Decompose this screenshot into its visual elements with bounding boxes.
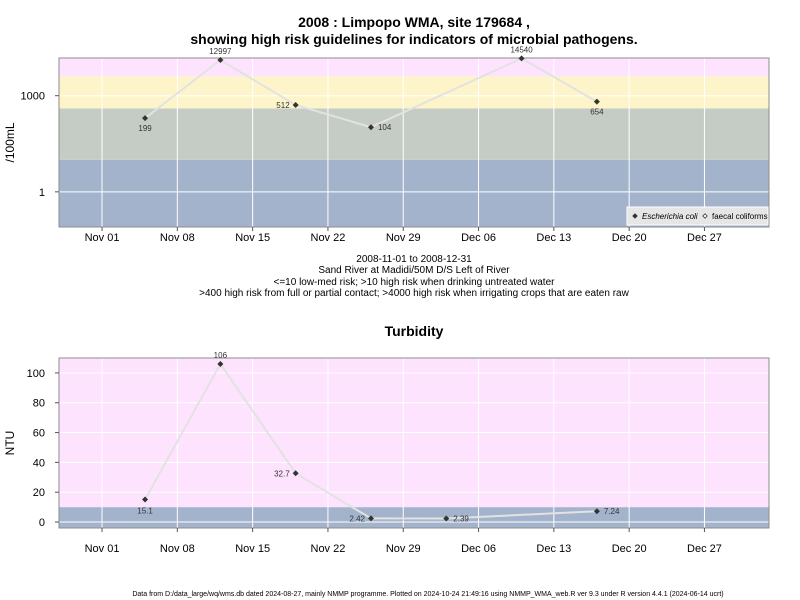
risk-band-3 [59, 58, 769, 77]
x-tick-label: Dec 06 [461, 543, 496, 555]
y-tick-label: 80 [33, 398, 45, 410]
x-tick-label: Nov 01 [85, 232, 120, 244]
caption-line-drinking-risk: <=10 low-med risk; >10 high risk when dr… [274, 277, 556, 288]
data-label: 104 [378, 123, 392, 132]
x-tick-label: Nov 29 [386, 543, 421, 555]
risk-band-1 [59, 108, 769, 160]
series-line-0 [144, 362, 597, 520]
data-label: 14540 [510, 45, 533, 54]
series-line-0 [144, 57, 598, 129]
data-label: 7.24 [604, 507, 620, 516]
plot-frame [58, 357, 770, 529]
data-label: 12997 [209, 47, 232, 56]
turbidity-chart-panel: Nov 01 Nov 08 Nov 15 Nov 22 Nov 29 Dec 06 Dec … [3, 351, 770, 555]
chart-title-line2: showing high risk guidelines for indicat… [190, 31, 637, 47]
x-tick-label: Dec 20 [612, 232, 647, 244]
data-point [142, 496, 149, 503]
legend-box [626, 206, 769, 226]
chart-legend: Escherichia coli faecal coliforms [626, 206, 769, 226]
plot-frame [58, 57, 770, 228]
y-tick-label: 40 [33, 457, 45, 469]
data-point [367, 515, 374, 522]
x-tick-label: Nov 01 [85, 543, 120, 555]
turbidity-chart-title: Turbidity [385, 323, 444, 339]
data-point [217, 360, 224, 367]
data-point [443, 515, 450, 522]
legend-filled-diamond-icon [632, 213, 638, 219]
x-tick-label: Nov 15 [235, 232, 270, 244]
x-tick-label: Dec 06 [461, 232, 496, 244]
caption-line-site: Sand River at Madidi/50M D/S Left of Riv… [318, 265, 510, 276]
data-label: 2.39 [453, 514, 469, 523]
y-tick-label: 60 [33, 428, 45, 440]
x-tick-label: Dec 13 [536, 543, 571, 555]
x-tick-label: Nov 08 [160, 543, 195, 555]
data-label: 15.1 [137, 507, 153, 516]
caption-line-contact-risk: >400 high risk from full or partial cont… [199, 288, 629, 299]
x-tick-label: Dec 13 [536, 232, 571, 244]
legend-label: faecal coliforms [712, 212, 768, 221]
data-label: 654 [590, 108, 604, 117]
x-tick-label: Nov 15 [235, 543, 270, 555]
x-tick-label: Dec 20 [612, 543, 647, 555]
x-tick-label: Dec 27 [687, 232, 722, 244]
data-label: 512 [276, 101, 290, 110]
x-tick-label: Nov 22 [311, 232, 346, 244]
data-label: 32.7 [274, 469, 290, 478]
x-tick-label: Dec 27 [687, 543, 722, 555]
data-label: 106 [214, 351, 228, 360]
footer-note: Data from D:/data_large/wq/wms.db dated … [132, 591, 723, 598]
data-label: 2.42 [349, 514, 365, 523]
data-point [292, 470, 299, 477]
legend-label: Escherichia coli [642, 212, 698, 221]
y-axis-title: /100mL [3, 122, 17, 162]
x-tick-label: Nov 29 [386, 232, 421, 244]
data-point [593, 98, 600, 105]
y-tick-label: 0 [39, 517, 45, 529]
y-axis-title: NTU [3, 431, 17, 456]
data-point [367, 124, 374, 131]
y-tick-label: 100 [27, 368, 45, 380]
x-tick-label: Nov 08 [160, 232, 195, 244]
data-point [518, 55, 525, 62]
y-tick-label: 20 [33, 487, 45, 499]
data-point [292, 102, 299, 109]
x-tick-label: Nov 22 [311, 543, 346, 555]
legend-open-diamond-icon [702, 213, 708, 219]
data-point [593, 508, 600, 515]
y-tick-label: 1000 [21, 91, 45, 103]
y-tick-label: 1 [39, 187, 45, 199]
data-label: 199 [138, 124, 152, 133]
ecoli-chart-panel: Nov 01 Nov 08 Nov 15 Nov 22 Nov 29 Dec 06 Dec … [3, 45, 770, 244]
data-point [142, 115, 149, 122]
caption-line-date-range: 2008-11-01 to 2008-12-31 [356, 254, 472, 265]
risk-band-2 [59, 76, 769, 109]
data-point [217, 56, 224, 63]
chart-title-line1: 2008 : Limpopo WMA, site 179684 , [298, 14, 530, 30]
